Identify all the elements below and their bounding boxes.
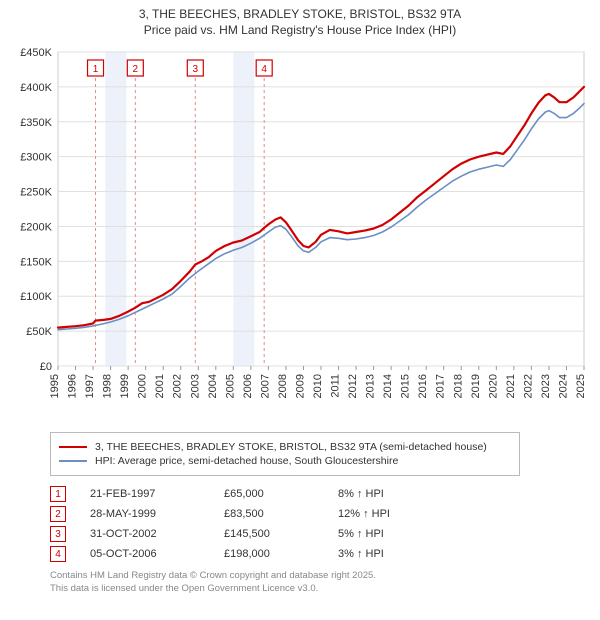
svg-text:2020: 2020 [487,374,499,398]
txn-date: 31-OCT-2002 [90,528,200,540]
svg-text:2: 2 [133,64,139,75]
svg-text:2006: 2006 [242,374,254,398]
transaction-table: 1 21-FEB-1997 £65,000 8% ↑ HPI 2 28-MAY-… [50,486,590,562]
chart-svg: £0 £50K £100K £150K £200K £250K £300K £350K £400… [10,44,590,424]
txn-pct: 5% ↑ HPI [338,528,428,540]
svg-text:1996: 1996 [67,374,79,398]
marker-index-box: 1 [50,486,66,502]
svg-text:2025: 2025 [575,374,587,398]
chart-title: 3, THE BEECHES, BRADLEY STOKE, BRISTOL, … [10,6,590,38]
svg-text:2005: 2005 [224,374,236,398]
txn-price: £83,500 [224,508,314,520]
svg-text:2016: 2016 [417,374,429,398]
svg-text:2011: 2011 [330,374,342,398]
txn-date: 21-FEB-1997 [90,488,200,500]
txn-price: £198,000 [224,548,314,560]
svg-text:1995: 1995 [49,374,61,398]
svg-text:2002: 2002 [172,374,184,398]
svg-text:2014: 2014 [382,374,394,398]
legend-item: 3, THE BEECHES, BRADLEY STOKE, BRISTOL, … [59,441,511,453]
svg-text:2012: 2012 [347,374,359,398]
svg-text:4: 4 [261,64,267,75]
txn-date: 28-MAY-1999 [90,508,200,520]
svg-text:2010: 2010 [312,374,324,398]
chart-plot: £0 £50K £100K £150K £200K £250K £300K £350K £400… [10,44,590,424]
svg-text:2015: 2015 [400,374,412,398]
title-line-1: 3, THE BEECHES, BRADLEY STOKE, BRISTOL, … [10,6,590,22]
svg-text:1998: 1998 [102,374,114,398]
svg-text:2000: 2000 [137,374,149,398]
svg-text:£250K: £250K [20,187,52,199]
svg-text:2021: 2021 [505,374,517,398]
marker-index-box: 2 [50,506,66,522]
txn-pct: 12% ↑ HPI [338,508,428,520]
svg-text:£200K: £200K [20,222,52,234]
footer: Contains HM Land Registry data © Crown c… [50,570,590,595]
txn-price: £145,500 [224,528,314,540]
svg-text:£350K: £350K [20,117,52,129]
svg-text:£150K: £150K [20,257,52,269]
svg-text:2003: 2003 [189,374,201,398]
svg-text:1999: 1999 [119,374,131,398]
svg-text:2018: 2018 [452,374,464,398]
svg-text:2023: 2023 [540,374,552,398]
footer-line-2: This data is licensed under the Open Gov… [50,583,590,595]
table-row: 2 28-MAY-1999 £83,500 12% ↑ HPI [50,506,590,522]
svg-text:2017: 2017 [435,374,447,398]
legend-label: 3, THE BEECHES, BRADLEY STOKE, BRISTOL, … [95,441,487,453]
legend: 3, THE BEECHES, BRADLEY STOKE, BRISTOL, … [50,432,520,476]
svg-text:2024: 2024 [557,374,569,398]
svg-text:1997: 1997 [84,374,96,398]
chart-container: 3, THE BEECHES, BRADLEY STOKE, BRISTOL, … [0,0,600,603]
svg-text:2022: 2022 [522,374,534,398]
svg-text:£300K: £300K [20,152,52,164]
legend-swatch [59,446,87,448]
table-row: 4 05-OCT-2006 £198,000 3% ↑ HPI [50,546,590,562]
table-row: 3 31-OCT-2002 £145,500 5% ↑ HPI [50,526,590,542]
svg-text:2007: 2007 [259,374,271,398]
svg-text:2004: 2004 [207,374,219,398]
table-row: 1 21-FEB-1997 £65,000 8% ↑ HPI [50,486,590,502]
txn-pct: 8% ↑ HPI [338,488,428,500]
svg-text:£50K: £50K [26,326,52,338]
svg-text:2008: 2008 [277,374,289,398]
footer-line-1: Contains HM Land Registry data © Crown c… [50,570,590,582]
title-line-2: Price paid vs. HM Land Registry's House … [10,22,590,38]
svg-text:2013: 2013 [365,374,377,398]
svg-text:2001: 2001 [154,374,166,398]
legend-item: HPI: Average price, semi-detached house,… [59,455,511,467]
legend-swatch [59,460,87,462]
txn-pct: 3% ↑ HPI [338,548,428,560]
svg-text:2019: 2019 [470,374,482,398]
svg-text:2009: 2009 [294,374,306,398]
legend-label: HPI: Average price, semi-detached house,… [95,455,398,467]
svg-text:£450K: £450K [20,47,52,59]
marker-index-box: 4 [50,546,66,562]
txn-price: £65,000 [224,488,314,500]
svg-text:1: 1 [93,64,99,75]
marker-index-box: 3 [50,526,66,542]
svg-text:£100K: £100K [20,292,52,304]
txn-date: 05-OCT-2006 [90,548,200,560]
svg-text:3: 3 [193,64,199,75]
svg-text:£0: £0 [40,361,52,373]
svg-text:£400K: £400K [20,82,52,94]
